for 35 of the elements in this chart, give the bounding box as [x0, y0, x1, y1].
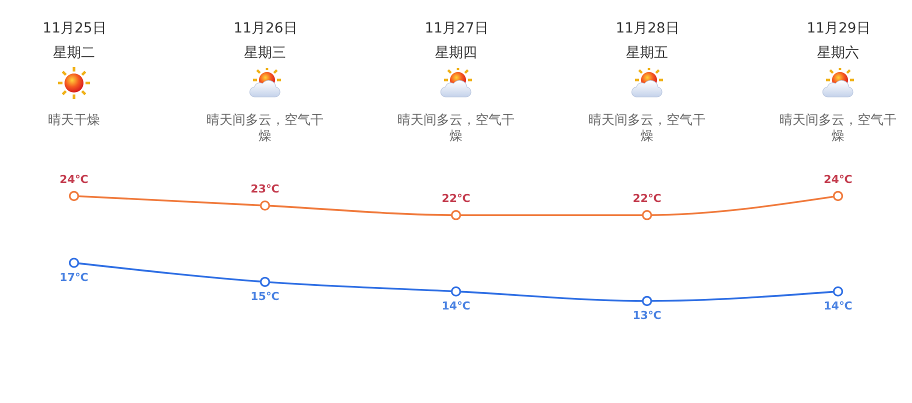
text: 晴天干燥	[48, 113, 100, 128]
text: 星期三	[244, 45, 286, 61]
data-label: 24℃	[60, 173, 88, 186]
text: 晴天间多云，空气干燥	[588, 113, 706, 144]
x-tick-label: 11月25日	[42, 20, 106, 36]
point	[832, 190, 844, 202]
text: 星期二	[52, 45, 95, 61]
text: 星期六	[817, 45, 860, 61]
data-label: 24℃	[824, 173, 852, 186]
text: 晴天间多云，空气干燥	[780, 113, 897, 144]
data-label: 15℃	[250, 290, 280, 303]
point	[642, 210, 652, 220]
point	[450, 210, 462, 220]
data-label: 14℃	[442, 299, 470, 312]
point	[642, 296, 652, 306]
data-label: 22℃	[442, 192, 470, 206]
text: 晴天间多云，空气干燥	[206, 113, 324, 144]
point	[68, 190, 80, 202]
text: 星期四	[435, 45, 477, 61]
x-tick-label: 11月27日	[424, 20, 488, 36]
data-label: 22℃	[632, 192, 662, 206]
data-label: 23℃	[250, 182, 280, 196]
point	[68, 258, 80, 268]
point	[450, 286, 462, 297]
x-tick-label: 11月29日	[806, 20, 870, 36]
data-label: 13℃	[632, 309, 662, 322]
point	[832, 286, 844, 297]
x-tick-label: 11月28日	[616, 20, 680, 36]
data-label: 17℃	[60, 270, 88, 284]
text: 晴天间多云，空气干燥	[398, 113, 514, 144]
point	[260, 276, 270, 287]
x-tick-label: 11月26日	[234, 20, 298, 36]
text: 星期五	[626, 45, 668, 61]
data-label: 14℃	[824, 299, 852, 312]
point	[260, 200, 270, 211]
